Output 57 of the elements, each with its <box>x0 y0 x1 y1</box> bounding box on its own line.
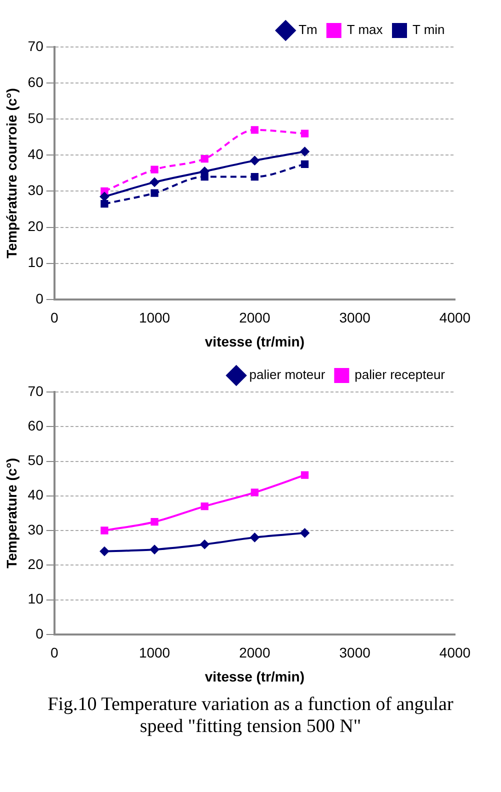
y-axis-title: Température courroie (c°) <box>3 88 20 258</box>
y-tick-label: 30 <box>28 521 44 538</box>
y-tick-label: 60 <box>28 74 44 90</box>
point <box>200 154 208 163</box>
point <box>300 160 309 168</box>
x-tick-label: 4000 <box>439 310 471 326</box>
point <box>100 546 109 556</box>
y-tick-label: 50 <box>28 110 44 126</box>
caption: Fig.10 Temperature variation as a function of angular speed "fitting tension 500 N" <box>46 694 454 738</box>
point <box>300 471 309 479</box>
legend-label: T min <box>412 22 445 38</box>
point <box>200 540 210 549</box>
y-tick-label: 70 <box>28 382 44 399</box>
x-tick-label: 0 <box>50 644 58 661</box>
point <box>250 532 260 542</box>
x-axis-title: vitesse (tr/min) <box>204 668 304 684</box>
point <box>100 526 108 534</box>
y-tick-label: 50 <box>28 452 44 468</box>
y-tick-label: 20 <box>28 218 44 234</box>
point <box>150 166 158 174</box>
point <box>250 488 259 496</box>
legend-label: Tm <box>298 22 318 38</box>
y-tick-label: 40 <box>28 486 44 503</box>
point <box>150 545 160 554</box>
y-tick-label: 40 <box>28 146 44 162</box>
y-tick-label: 0 <box>36 625 44 642</box>
point <box>250 172 259 181</box>
y-tick-label: 70 <box>28 38 44 54</box>
point <box>150 189 158 197</box>
y-tick-label: 20 <box>28 556 44 572</box>
x-tick-label: 3000 <box>339 644 371 661</box>
x-tick-label: 3000 <box>339 310 371 326</box>
legend-label: palier moteur <box>249 367 326 382</box>
point <box>250 156 260 166</box>
x-tick-label: 1000 <box>138 644 170 661</box>
x-tick-label: 2000 <box>239 310 270 326</box>
x-tick-label: 4000 <box>439 644 471 661</box>
y-tick-label: 60 <box>28 417 44 434</box>
point <box>300 147 310 156</box>
y-tick-label: 10 <box>28 254 44 270</box>
y-tick-label: 10 <box>28 590 44 607</box>
y-tick-label: 0 <box>36 290 44 306</box>
x-tick-label: 2000 <box>239 644 270 661</box>
point <box>250 126 259 134</box>
legend-label: palier recepteur <box>354 367 446 382</box>
point <box>300 528 310 538</box>
point <box>150 178 160 187</box>
y-tick-label: 30 <box>28 182 44 198</box>
x-tick-label: 1000 <box>138 310 170 326</box>
point <box>150 518 158 526</box>
x-tick-label: 0 <box>50 310 58 326</box>
point <box>100 200 108 208</box>
legend-label: T max <box>346 22 384 38</box>
point <box>300 130 309 138</box>
x-axis-title: vitesse (tr/min) <box>204 333 304 350</box>
point <box>200 502 208 510</box>
y-axis-title: Temperature (c°) <box>3 458 20 568</box>
